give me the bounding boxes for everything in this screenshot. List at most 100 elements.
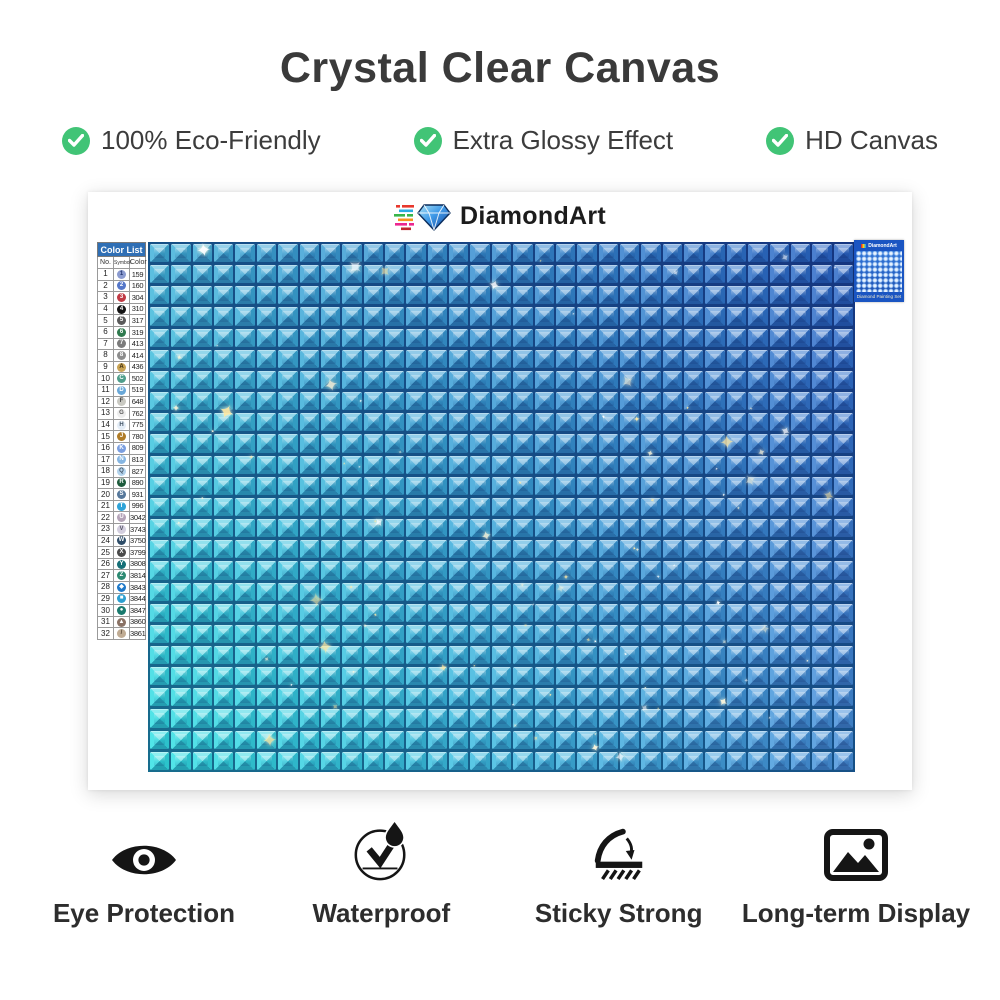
diamond-tile xyxy=(598,286,618,305)
diamond-tile xyxy=(769,645,789,665)
diamond-tile xyxy=(598,582,618,601)
diamond-tile xyxy=(577,709,597,728)
diamond-tile xyxy=(491,582,512,601)
diamond-tile xyxy=(320,709,341,728)
diamond-tile xyxy=(320,455,341,474)
symbol-badge: F xyxy=(117,397,126,407)
diamond-tile xyxy=(555,603,576,622)
diamond-tile xyxy=(790,349,811,368)
diamond-tile xyxy=(534,328,554,347)
diamond-tile xyxy=(171,392,191,411)
diamond-tile xyxy=(171,667,191,686)
diamond-tile xyxy=(406,244,426,263)
diamond-tile xyxy=(833,519,853,538)
color-list-row: 10 C 502 xyxy=(97,372,146,385)
diamond-tile xyxy=(427,413,448,432)
diamond-tile xyxy=(577,688,597,707)
diamond-tile xyxy=(790,434,811,453)
diamond-tile xyxy=(470,540,490,559)
diamond-tile xyxy=(320,286,341,305)
diamond-tile xyxy=(769,603,789,622)
diamond-tile xyxy=(256,497,277,517)
diamond-tile xyxy=(150,392,170,411)
diamond-tile xyxy=(342,688,362,707)
diamond-tile xyxy=(384,603,405,622)
diamond-tile xyxy=(192,434,213,453)
diamond-tile xyxy=(342,244,362,263)
diamond-tile xyxy=(641,645,661,665)
diamond-tile xyxy=(769,519,789,538)
diamond-tile xyxy=(726,328,747,347)
color-list-row: 3 3 304 xyxy=(97,291,146,304)
diamond-tile xyxy=(449,645,469,665)
diamond-tile xyxy=(235,328,255,347)
symbol-badge: ◆ xyxy=(117,582,126,592)
diamond-tile xyxy=(278,497,298,517)
diamond-tile xyxy=(491,709,512,728)
color-list-row: 24 W 3750 xyxy=(97,534,146,548)
diamond-tile xyxy=(235,540,255,559)
diamond-tile xyxy=(363,413,383,432)
diamond-tile xyxy=(384,645,405,665)
diamond-tile xyxy=(235,370,255,390)
diamond-tile xyxy=(705,328,725,347)
diamond-tile xyxy=(705,540,725,559)
diamond-tile xyxy=(641,265,661,284)
diamond-tile xyxy=(577,370,597,390)
diamond-tile xyxy=(769,349,789,368)
diamond-tile xyxy=(299,624,319,643)
diamond-tile xyxy=(705,688,725,707)
diamond-tile xyxy=(171,688,191,707)
diamond-tile xyxy=(641,603,661,622)
diamond-tile xyxy=(278,265,298,284)
diamond-tile xyxy=(491,667,512,686)
diamond-tile xyxy=(214,286,234,305)
diamond-tile xyxy=(833,349,853,368)
diamond-tile xyxy=(278,603,298,622)
diamond-tile xyxy=(491,434,512,453)
color-list-row: 26 Y 3808 xyxy=(97,557,146,571)
diamond-tile xyxy=(363,434,383,453)
diamond-tile xyxy=(598,709,618,728)
diamond-tile xyxy=(619,307,640,326)
diamond-logo-icon xyxy=(393,204,451,231)
diamond-tile xyxy=(662,645,683,665)
diamond-tile xyxy=(171,265,191,284)
diamond-tile xyxy=(534,434,554,453)
diamond-tile xyxy=(299,561,319,580)
color-list-body: 1 1 159 2 2 160 3 3 304 4 4 310 5 5 317 6 6 319 7 7 413 8 8 414… xyxy=(97,268,146,640)
diamond-tile xyxy=(619,519,640,538)
diamond-tile xyxy=(320,434,341,453)
diamond-tile xyxy=(235,561,255,580)
diamond-tile xyxy=(470,476,490,495)
diamond-tile xyxy=(363,624,383,643)
diamond-tile xyxy=(320,582,341,601)
diamond-tile xyxy=(705,286,725,305)
diamond-tile xyxy=(684,476,704,495)
diamond-tile xyxy=(235,434,255,453)
diamond-tile xyxy=(534,286,554,305)
diamond-tile xyxy=(833,392,853,411)
color-list-row: 16 K 809 xyxy=(97,441,146,455)
diamond-tile xyxy=(748,265,768,284)
diamond-tile xyxy=(726,667,747,686)
check-icon xyxy=(766,126,795,155)
diamond-tile xyxy=(449,561,469,580)
diamond-tile xyxy=(555,434,576,453)
diamond-tile xyxy=(320,624,341,643)
symbol-badge: / xyxy=(117,629,126,639)
diamond-tile xyxy=(384,624,405,643)
diamond-tile xyxy=(684,624,704,643)
diamond-tile xyxy=(812,709,832,728)
symbol-badge: R xyxy=(117,478,126,488)
symbol-badge: Z xyxy=(117,571,126,581)
diamond-tile xyxy=(214,688,234,707)
diamond-tile xyxy=(256,667,277,686)
diamond-tile xyxy=(555,286,576,305)
diamond-tile xyxy=(470,624,490,643)
diamond-tile xyxy=(812,328,832,347)
diamond-tile xyxy=(214,434,234,453)
diamond-tile xyxy=(790,265,811,284)
diamond-tile xyxy=(214,624,234,643)
diamond-tile xyxy=(619,476,640,495)
